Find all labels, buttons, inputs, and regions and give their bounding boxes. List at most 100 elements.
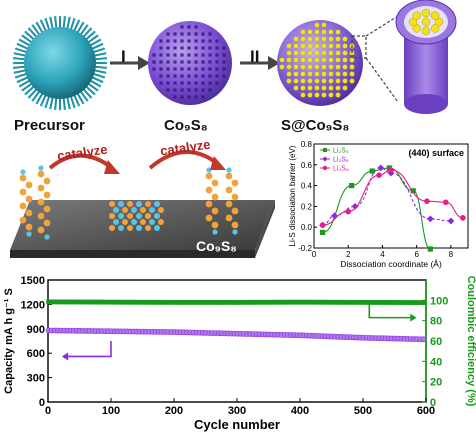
data-point — [349, 183, 355, 189]
ce-axis-arrow — [368, 304, 411, 319]
y-tick-label: 900 — [27, 324, 45, 336]
ce-point — [313, 299, 319, 305]
ce-point — [71, 299, 77, 305]
ce-point — [383, 300, 389, 305]
chart2-y2-label: Coulombic efficiency (%) — [465, 276, 476, 407]
catalysis-scheme — [10, 150, 275, 258]
ce-point — [291, 299, 297, 305]
data-point — [447, 217, 455, 225]
ce-point — [137, 299, 143, 305]
substrate-label: Co₉S₈ — [196, 238, 237, 254]
pore-cylinder — [395, 0, 457, 114]
x-tick-label: 600 — [417, 405, 435, 417]
data-point — [426, 215, 434, 223]
ce-point — [414, 300, 420, 305]
ce-point — [172, 299, 178, 305]
y2-tick-label: 80 — [430, 316, 442, 328]
synthesis-scheme — [12, 0, 457, 114]
ce-point — [250, 299, 256, 305]
ce-point — [90, 299, 96, 305]
step-2-label: II — [250, 47, 260, 66]
ce-point — [80, 299, 86, 305]
y-tick-label: 0.2 — [301, 202, 313, 211]
ce-point — [358, 299, 363, 305]
dissociation-barrier-chart: 0 2 4 6 8 -0.2 0.0 0.2 0.4 0.6 0.8 Dissociation coo… — [288, 140, 469, 269]
ce-point — [263, 299, 269, 305]
ce-point — [339, 299, 344, 305]
ce-point — [304, 299, 310, 305]
step-arrow-1 — [110, 56, 150, 70]
s-co9s8-label: S@Co₉S₈ — [281, 117, 350, 134]
chart1-annotation: (440) surface — [408, 148, 464, 158]
ce-point — [61, 299, 67, 305]
capacity-axis-arrow — [66, 341, 112, 358]
y2-tick-label: 20 — [430, 377, 442, 389]
ce-point — [216, 299, 222, 305]
ce-point — [329, 299, 335, 305]
ce-point — [159, 299, 165, 305]
y-tick-label: 0.8 — [301, 140, 313, 149]
ce-point — [317, 299, 322, 305]
zoom-indicator — [351, 15, 399, 103]
ce-point — [336, 299, 341, 305]
ce-point — [134, 299, 140, 305]
ce-point — [222, 299, 228, 305]
polysulfide-chains-right — [205, 167, 239, 235]
ce-point — [342, 299, 348, 305]
ce-point — [121, 299, 127, 305]
x-tick-label: 0 — [312, 250, 317, 259]
ce-point — [386, 300, 392, 305]
y-tick-label: 600 — [27, 348, 45, 360]
ce-point — [332, 299, 338, 305]
step-arrow-2 — [240, 56, 280, 70]
ce-point — [373, 300, 379, 305]
ce-point — [247, 299, 253, 305]
ce-point — [279, 299, 285, 305]
co9s8-sphere — [148, 21, 232, 105]
ce-point — [77, 299, 83, 305]
y-tick-label: 0.4 — [301, 182, 313, 191]
ce-point — [367, 299, 373, 305]
data-point — [319, 229, 326, 235]
legend-marker — [322, 156, 328, 162]
ce-point — [55, 299, 61, 305]
data-point — [424, 198, 430, 204]
ce-point — [380, 300, 385, 305]
ce-point — [169, 299, 174, 305]
chart1-plot-area — [313, 143, 469, 249]
ce-point — [269, 299, 275, 305]
ce-point — [191, 299, 196, 305]
polysulfide-chains-left — [19, 165, 51, 240]
x-tick-label: 200 — [165, 405, 183, 417]
chart2-plot-area — [47, 279, 427, 403]
ce-arrowhead — [410, 313, 417, 322]
x-tick-label: 300 — [228, 405, 246, 417]
legend-marker — [322, 165, 328, 171]
data-point — [427, 246, 433, 252]
ce-point — [140, 299, 146, 305]
ce-point — [273, 299, 278, 305]
legend-label: Li₂S₄ — [333, 148, 349, 155]
y-tick-label: 1200 — [21, 299, 45, 311]
ce-point — [153, 299, 159, 305]
ce-point — [282, 299, 288, 305]
ce-point — [228, 299, 234, 305]
ce-point — [307, 299, 313, 305]
x-tick-label: 100 — [102, 405, 120, 417]
ce-point — [392, 300, 398, 305]
ce-point — [52, 299, 58, 305]
ce-point — [106, 299, 111, 305]
x-tick-label: 500 — [354, 405, 372, 417]
y-tick-label: 0.0 — [301, 223, 313, 232]
ce-point — [150, 299, 155, 305]
ce-point — [254, 299, 259, 305]
cycling-performance-chart: 0 100 200 300 400 500 600030060090012001500020… — [3, 275, 476, 432]
ce-point — [225, 299, 231, 305]
ce-point — [301, 299, 307, 305]
ce-point — [411, 300, 417, 305]
legend-label: Li₂S₆ — [333, 157, 349, 164]
ce-point — [345, 299, 351, 305]
ce-point — [147, 299, 152, 305]
ce-point — [219, 299, 225, 305]
ce-point — [285, 299, 291, 305]
